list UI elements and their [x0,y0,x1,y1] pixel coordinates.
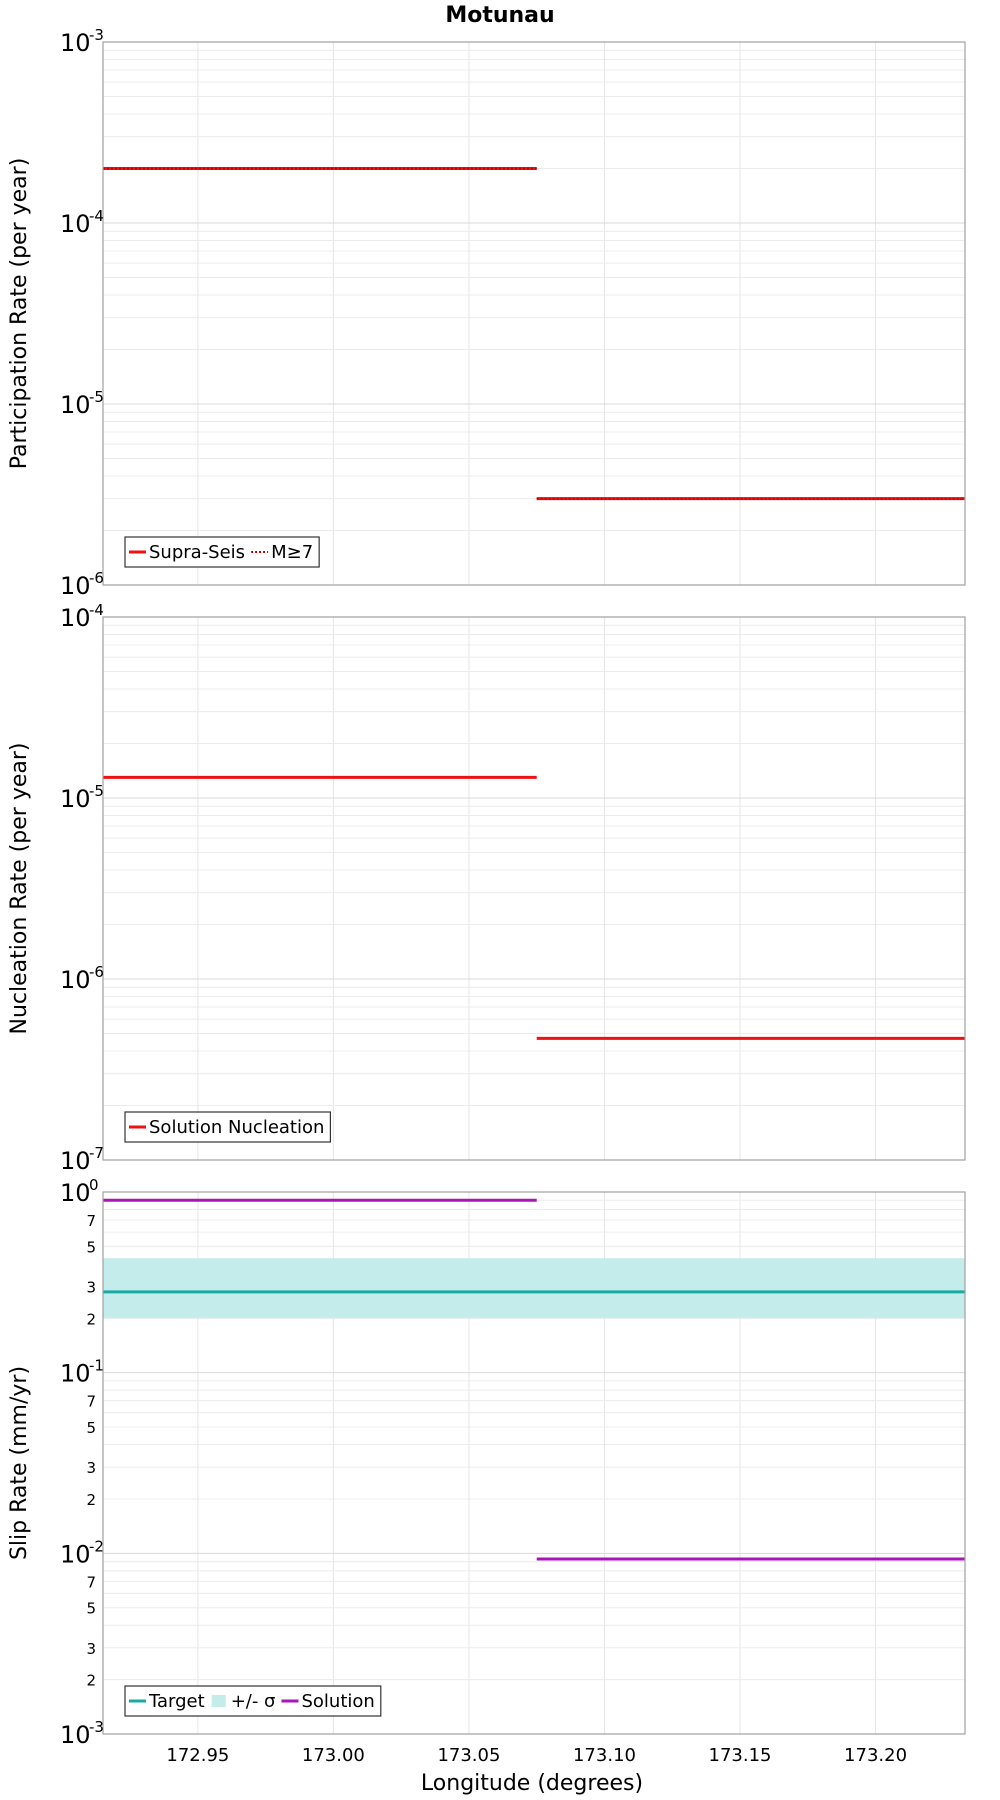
chart-title: Motunau [445,3,554,28]
y-tick-label-base: 10 [60,1540,91,1568]
x-tick-label: 173.00 [302,1745,365,1766]
y-tick-label-base: 10 [60,1179,91,1207]
legend-swatch [211,1695,226,1707]
y-tick-label-exponent: -5 [89,388,104,406]
y-tick-label-exponent: -4 [89,601,104,619]
y-minor-tick-label: 2 [86,1672,96,1690]
legend: Supra-Seis M≥7 [124,536,320,568]
y-tick-label-exponent: -6 [89,963,104,981]
y-tick-label-base: 10 [60,29,91,57]
y-minor-tick-label: 3 [86,1278,96,1296]
y-axis-label: Slip Rate (mm/yr) [7,1366,32,1560]
y-minor-tick-label: 5 [86,1419,96,1437]
y-axis-label: Participation Rate (per year) [7,158,32,470]
y-tick-label-exponent: -1 [89,1357,104,1375]
y-tick-label-exponent: -5 [89,782,104,800]
y-tick-label-exponent: 0 [89,1176,99,1194]
y-tick-label-base: 10 [60,785,91,813]
y-tick-label-base: 10 [60,1147,91,1175]
x-tick-label: 173.10 [573,1745,636,1766]
y-tick-label-exponent: -6 [89,569,104,587]
x-tick-label: 173.05 [437,1745,500,1766]
y-tick-label-base: 10 [60,1360,91,1388]
y-minor-tick-label: 5 [86,1600,96,1618]
y-tick-label-exponent: -7 [89,1144,104,1162]
legend-label: Solution Nucleation [149,1117,324,1138]
legend-label: +/- σ [231,1691,276,1712]
legend-label: Supra-Seis [149,542,245,563]
y-tick-label-base: 10 [60,391,91,419]
y-tick-label-base: 10 [60,1721,91,1749]
legend-frame [124,1685,382,1717]
y-minor-tick-label: 2 [86,1310,96,1328]
legend: Solution Nucleation [124,1111,332,1143]
y-tick-label-exponent: -3 [89,1718,104,1736]
y-minor-tick-label: 5 [86,1238,96,1256]
legend-label: Solution [301,1691,374,1712]
legend-label: M≥7 [271,542,313,563]
legend-label: Target [148,1691,205,1712]
y-tick-label-exponent: -4 [89,207,104,225]
legend: Target +/- σ Solution [124,1685,382,1717]
y-tick-label-base: 10 [60,572,91,600]
sigma-band [103,1258,965,1319]
y-axis-label: Nucleation Rate (per year) [7,743,32,1035]
plot-frame [102,1191,966,1735]
y-minor-tick-label: 7 [86,1212,96,1230]
y-tick-label-base: 10 [60,966,91,994]
x-tick-label: 172.95 [166,1745,229,1766]
legend-frame [124,1111,332,1143]
plot-frame [102,41,966,586]
y-tick-label-exponent: -2 [89,1537,104,1555]
y-minor-tick-label: 3 [86,1459,96,1477]
y-tick-label-exponent: -3 [89,26,104,44]
x-axis-ticks: 172.95 173.00 173.05 173.10 173.15 173.20 [166,1745,907,1766]
y-minor-tick-label: 2 [86,1491,96,1509]
x-tick-label: 173.20 [844,1745,907,1766]
y-tick-label-base: 10 [60,210,91,238]
y-minor-tick-label: 7 [86,1573,96,1591]
y-minor-tick-label: 7 [86,1393,96,1411]
y-tick-label-base: 10 [60,604,91,632]
x-axis-label: Longitude (degrees) [421,1771,643,1796]
plot-frame [102,616,966,1161]
legend-frame [124,536,320,568]
y-minor-tick-label: 3 [86,1640,96,1658]
x-tick-label: 173.15 [709,1745,772,1766]
